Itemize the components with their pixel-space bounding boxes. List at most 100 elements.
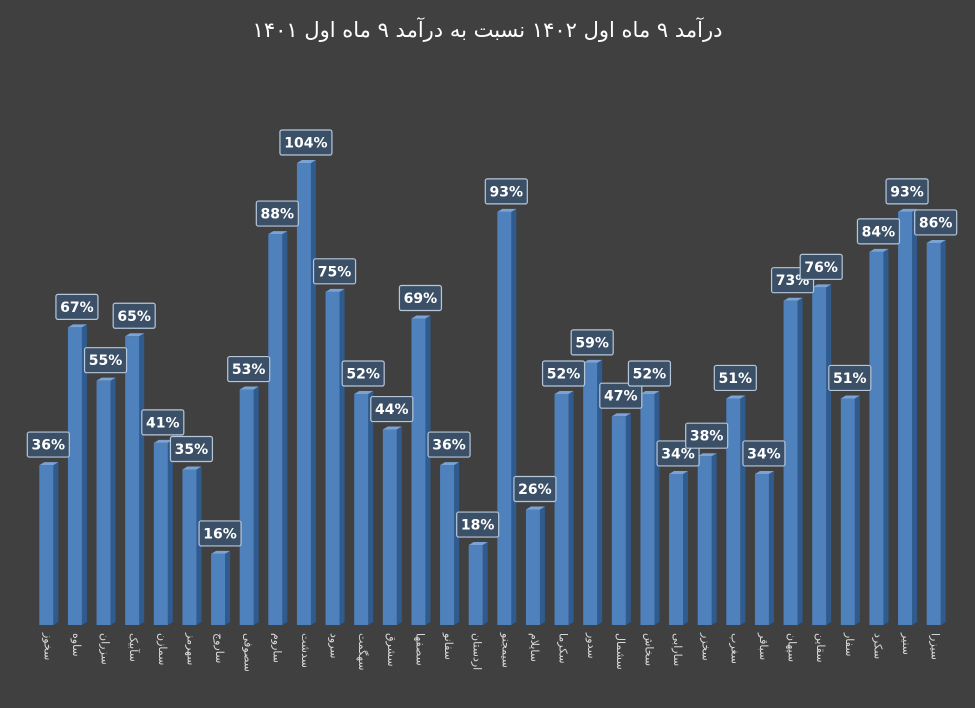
category-label-2: ساوه — [70, 633, 83, 657]
bar-21[interactable] — [611, 413, 631, 625]
bar-24[interactable] — [697, 453, 717, 625]
category-label-11: سرود — [328, 633, 341, 659]
data-label-text: 18% — [461, 518, 495, 534]
bar-3[interactable] — [96, 377, 116, 625]
bar-13[interactable] — [382, 426, 402, 625]
bar-top-face — [211, 550, 231, 554]
category-label-26: سباقر — [757, 632, 770, 660]
bar-17[interactable] — [497, 208, 517, 625]
bar-28[interactable] — [812, 284, 832, 625]
data-label-18: 26% — [513, 475, 557, 503]
bar-side-face — [167, 439, 173, 625]
bar-32[interactable] — [926, 239, 946, 625]
bar-30[interactable] — [869, 248, 889, 625]
bar-front-face — [125, 336, 140, 625]
data-label-text: 76% — [804, 260, 838, 276]
category-label-4: سآبیک — [127, 633, 141, 662]
bar-22[interactable] — [640, 391, 660, 625]
bar-side-face — [940, 239, 946, 625]
bar-25[interactable] — [726, 395, 746, 625]
bar-6[interactable] — [182, 466, 202, 625]
data-label-box — [398, 284, 443, 312]
bar-front-face — [898, 211, 913, 625]
bar-2[interactable] — [67, 324, 87, 625]
bar-15[interactable] — [440, 462, 460, 625]
bar-29[interactable] — [840, 395, 860, 625]
bar-top-face — [268, 231, 288, 235]
category-label-10: سدشت — [299, 633, 312, 668]
bar-4[interactable] — [125, 333, 145, 625]
data-label-14: 69% — [398, 284, 443, 312]
category-label-13: سشرق — [385, 633, 398, 667]
bar-23[interactable] — [669, 470, 689, 625]
data-label-box — [255, 200, 299, 227]
data-label-text: 93% — [890, 184, 924, 200]
category-label-15: سفانو — [442, 632, 455, 660]
bar-8[interactable] — [239, 386, 259, 625]
bar-side-face — [740, 395, 746, 625]
bar-front-face — [611, 416, 626, 625]
bar-1[interactable] — [39, 462, 59, 625]
data-label-text: 67% — [60, 300, 94, 316]
category-label-22: سخاش — [642, 633, 655, 666]
bar-9[interactable] — [268, 231, 288, 626]
bar-18[interactable] — [525, 506, 545, 626]
data-label-5: 41% — [141, 409, 185, 436]
data-label-text: 38% — [690, 429, 724, 445]
data-label-text: 84% — [862, 224, 896, 240]
bar-10[interactable] — [296, 160, 316, 625]
bar-11[interactable] — [325, 288, 345, 625]
data-label-text: 55% — [89, 353, 123, 369]
bar-31[interactable] — [898, 208, 918, 625]
data-label-text: 52% — [346, 367, 380, 383]
category-label-21: سشمال — [614, 633, 627, 670]
data-label-box — [427, 431, 471, 458]
data-label-19: 52% — [541, 360, 586, 387]
bar-side-face — [425, 315, 431, 625]
bar-top-face — [497, 208, 517, 212]
bar-12[interactable] — [354, 391, 374, 625]
bar-27[interactable] — [783, 297, 803, 625]
bar-front-face — [869, 251, 884, 625]
category-label-27: سپهان — [786, 633, 799, 662]
bar-7[interactable] — [211, 550, 231, 625]
data-label-text: 51% — [833, 371, 867, 387]
category-label-1: سخوز — [41, 632, 54, 660]
data-label-box — [541, 360, 586, 387]
bar-front-face — [583, 362, 598, 625]
bar-26[interactable] — [754, 470, 774, 625]
data-label-box — [456, 511, 500, 538]
category-label-5: سمازن — [156, 633, 169, 665]
data-label-text: 34% — [661, 446, 695, 462]
bar-top-face — [354, 391, 374, 394]
bar-16[interactable] — [468, 542, 488, 625]
bar-19[interactable] — [554, 391, 574, 625]
bar-top-face — [239, 386, 259, 390]
bar-14[interactable] — [411, 315, 431, 625]
category-label-3: سزران — [99, 633, 112, 665]
bar-side-face — [768, 470, 774, 625]
bar-5[interactable] — [153, 439, 173, 625]
data-label-text: 47% — [604, 389, 638, 405]
bar-front-face — [554, 394, 569, 625]
bar-front-face — [783, 300, 798, 625]
bar-front-face — [812, 287, 827, 625]
data-label-15: 36% — [427, 431, 471, 458]
data-label-text: 36% — [432, 438, 466, 454]
bar-side-face — [253, 386, 259, 625]
data-label-box — [141, 409, 185, 436]
bar-top-face — [125, 333, 145, 337]
bar-side-face — [339, 288, 345, 625]
category-label-19: سکرما — [557, 633, 570, 664]
data-label-box — [55, 293, 99, 320]
bar-side-face — [539, 506, 545, 625]
data-label-10: 104% — [279, 129, 333, 156]
bar-front-face — [239, 389, 254, 625]
data-label-box — [627, 360, 672, 387]
data-label-30: 84% — [856, 218, 901, 245]
bar-20[interactable] — [583, 359, 603, 625]
data-label-28: 76% — [799, 253, 843, 280]
bar-front-face — [697, 456, 712, 625]
data-label-box — [685, 422, 729, 449]
category-label-8: سصوفی — [242, 633, 255, 672]
